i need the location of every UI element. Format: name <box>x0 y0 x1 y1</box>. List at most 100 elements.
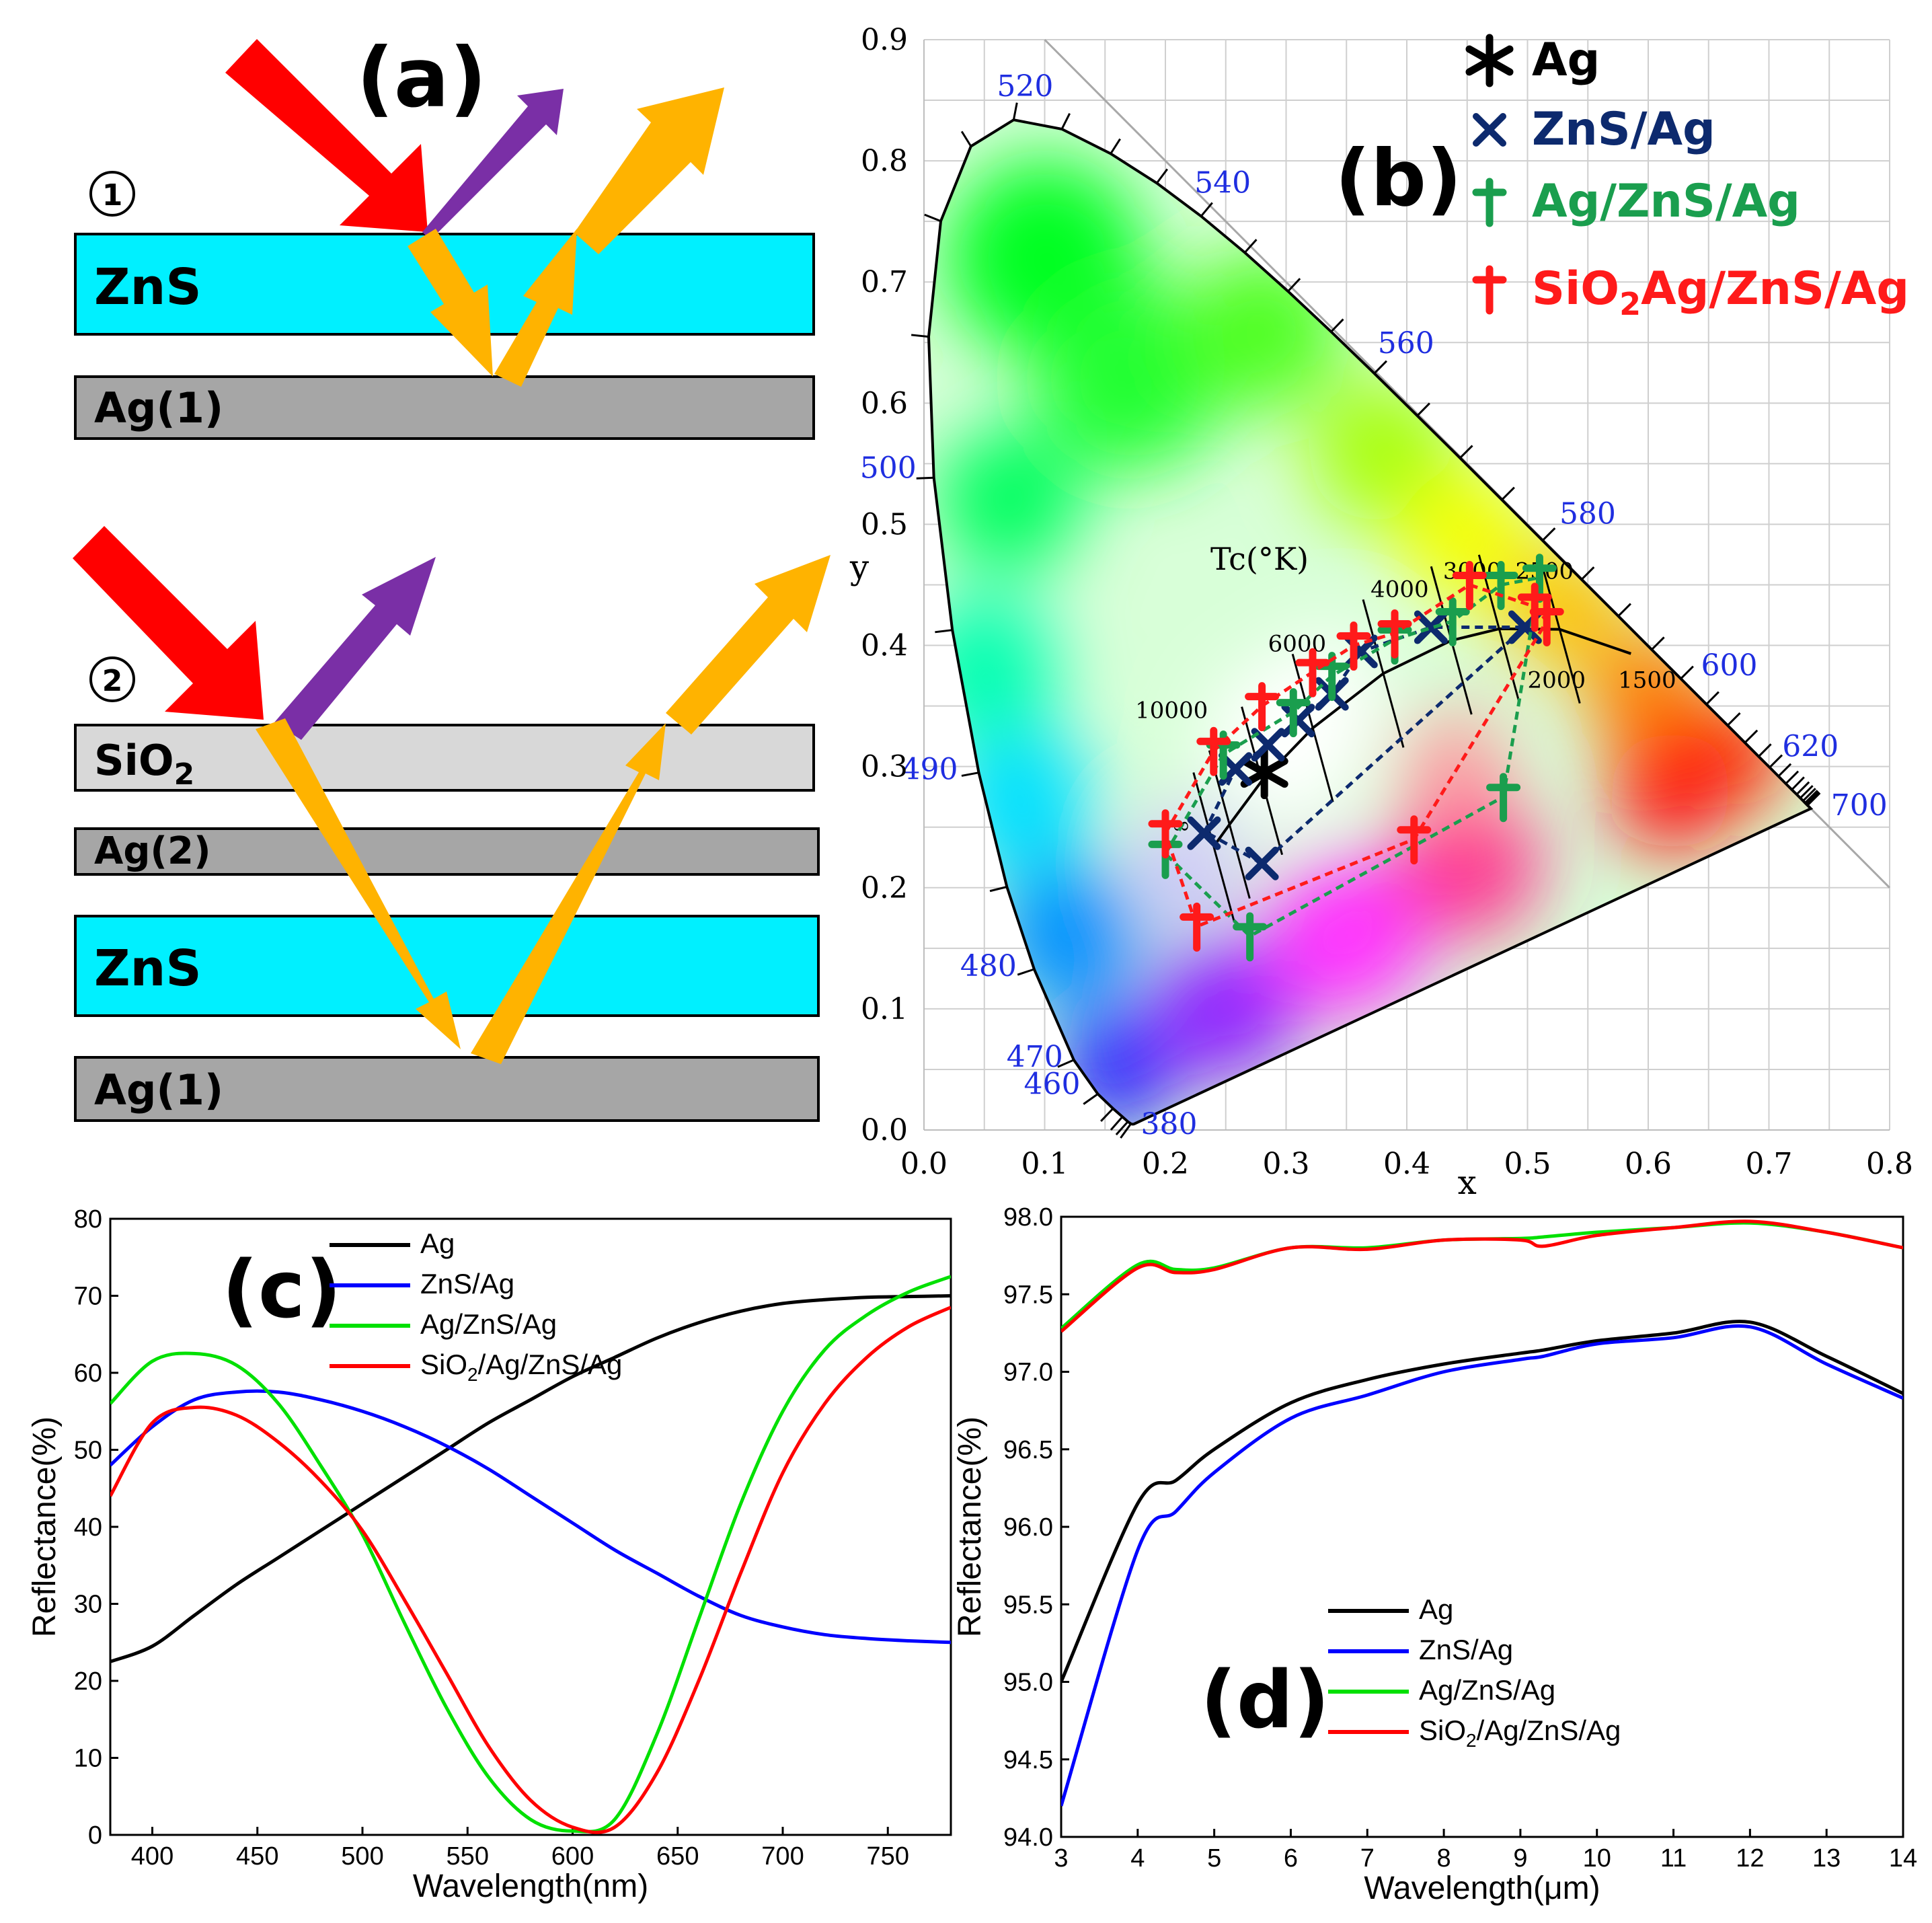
x-axis-label: Wavelength(nm) <box>413 1869 648 1904</box>
marker-dagger <box>1180 902 1214 952</box>
cie-locus-tick <box>1727 712 1741 726</box>
marker-dagger <box>1486 773 1521 823</box>
y-tick-label: 98.0 <box>1003 1203 1053 1232</box>
reflected-purple-arrow-2 <box>274 557 436 740</box>
isotemperature-line <box>1538 555 1581 704</box>
legend-label: SiO2/Ag/ZnS/Ag <box>1419 1714 1621 1751</box>
cie-x-axis-label: x <box>1458 1163 1477 1202</box>
structure-2-marker-circle <box>89 656 135 702</box>
cie-locus-tick <box>935 629 953 634</box>
y-tick-label: 70 <box>74 1283 102 1311</box>
cie-locus-tick <box>960 130 972 147</box>
cie-wavelength-label: 700 <box>1831 788 1888 823</box>
isotemperature-line <box>1362 599 1405 748</box>
cct-label: 10000 <box>1135 697 1208 724</box>
panel-b: 380460470480490500520540560580600620700 … <box>849 23 1913 1202</box>
cie-series-line <box>1163 582 1549 929</box>
marker-dagger <box>1472 178 1507 227</box>
y-tick-label: 95.5 <box>1003 1591 1053 1619</box>
x-tick-label: 12 <box>1736 1844 1764 1873</box>
cie-locus-tick <box>1110 1116 1124 1131</box>
cie-locus-tick <box>1115 1121 1129 1135</box>
y-tick-label: 94.0 <box>1003 1823 1053 1852</box>
cie-series-line <box>1202 626 1530 866</box>
series-line-zns-ag <box>110 1389 951 1645</box>
cie-locus-tick <box>1373 360 1388 375</box>
y-tick-label: 60 <box>74 1359 102 1388</box>
cie-legend-label: SiO2Ag/ZnS/Ag <box>1532 262 1909 322</box>
x-tick-label: 4 <box>1130 1844 1145 1873</box>
marker-x <box>1473 113 1506 147</box>
cie-locus-tick <box>1057 1059 1075 1068</box>
cct-label: 6000 <box>1268 631 1327 658</box>
refracted-up-arrow-2 <box>471 723 666 1064</box>
x-tick-label: 13 <box>1812 1844 1841 1873</box>
x-tick-label: 500 <box>341 1842 383 1871</box>
y-axis-label: Reflectance(%) <box>952 1417 988 1637</box>
cie-locus-tick <box>961 771 979 777</box>
legend-rest: /Ag/ZnS/Ag <box>1477 1714 1621 1746</box>
cie-wavelength-label: 600 <box>1701 648 1757 683</box>
legend-label: ZnS/Ag <box>420 1268 514 1299</box>
panel-c-label: (c) <box>222 1243 342 1336</box>
marker-dagger <box>1245 682 1280 732</box>
marker-dagger <box>1517 582 1552 632</box>
marker-dagger <box>1452 561 1487 610</box>
cie-x-tick-label: 0.2 <box>1142 1147 1189 1181</box>
cct-label: 4000 <box>1370 576 1429 603</box>
cie-y-tick-label: 0.4 <box>861 629 908 663</box>
cie-wavelength-label: 580 <box>1559 497 1616 531</box>
cie-locus-tick <box>1459 445 1473 459</box>
series-line-ag-zns-ag <box>110 1275 951 1834</box>
cie-locus-tick <box>1651 636 1665 650</box>
cie-locus-tick <box>1795 781 1810 796</box>
x-tick-label: 7 <box>1360 1844 1375 1873</box>
marker-dagger <box>1377 609 1412 659</box>
panel-c: (c) 400 450 500 550 600 650 700 750 0 10 20 30 40 50 6… <box>27 1205 952 1904</box>
layer-zns-2-label: ZnS <box>94 940 202 997</box>
series-line-sio2-ag-zns-ag <box>1061 1219 1903 1333</box>
exit-arrow-1 <box>574 87 724 254</box>
cie-locus-tick <box>1200 202 1213 217</box>
y-tick-label: 96.5 <box>1003 1436 1053 1464</box>
reflected-purple-arrow-1 <box>422 89 564 240</box>
x-axis-label: Wavelength(μm) <box>1364 1871 1600 1906</box>
cie-data-series <box>1148 554 1564 962</box>
x-tick-label: 6 <box>1284 1844 1298 1873</box>
x-tick-label: 450 <box>236 1842 278 1871</box>
cie-locus-tick <box>1580 566 1595 580</box>
cie-x-tick-label: 0.5 <box>1504 1147 1551 1181</box>
x-tick-label: 14 <box>1889 1844 1917 1873</box>
cie-locus-tick <box>1060 113 1071 130</box>
cie-locus-tick <box>1110 138 1121 155</box>
layer-ag1-1 <box>74 375 815 440</box>
cie-x-tick-label: 0.6 <box>1625 1147 1672 1181</box>
cie-locus-tick <box>1806 792 1821 806</box>
cie-locus-tick <box>1800 785 1814 799</box>
cie-axis-ticks: 0.0 0.1 0.2 0.3 0.4 0.5 0.6 0.7 0.8 0.0 0.1 0.2 0.3 0… <box>849 23 1913 1202</box>
layer-ag1-2 <box>74 1056 820 1122</box>
marker-x <box>1187 816 1221 850</box>
layer-ag1-2-label: Ag(1) <box>94 1065 223 1115</box>
cie-series-zns-ag <box>1187 610 1542 880</box>
y-tick-label: 50 <box>74 1437 102 1465</box>
panel-d: (d) 3 4 5 6 7 8 9 10 11 12 13 14 94.0 94.5 95.0 95.5 96.… <box>952 1203 1917 1906</box>
cie-locus-tick <box>1777 763 1792 778</box>
cie-wavelength-label: 520 <box>997 69 1053 104</box>
marker-dagger <box>1276 688 1311 738</box>
sio2-text: SiO <box>94 736 174 785</box>
layer-ag2 <box>74 827 820 876</box>
cie-wavelength-label: 480 <box>960 949 1017 983</box>
cie-locus-tick <box>1758 743 1772 757</box>
structure-1-marker: 1 <box>102 178 123 213</box>
cie-locus-tick <box>1330 318 1344 333</box>
cie-x-tick-label: 0.1 <box>1021 1147 1069 1181</box>
layer-sio2 <box>74 724 815 792</box>
cct-label: 1500 <box>1618 667 1676 694</box>
refracted-up-arrow-1 <box>494 229 577 387</box>
planckian-locus: ∞10000600040003000250020001500 <box>1135 554 1676 921</box>
legend-label: Ag/ZnS/Ag <box>1419 1674 1555 1706</box>
cie-locus-tick <box>1806 791 1820 805</box>
